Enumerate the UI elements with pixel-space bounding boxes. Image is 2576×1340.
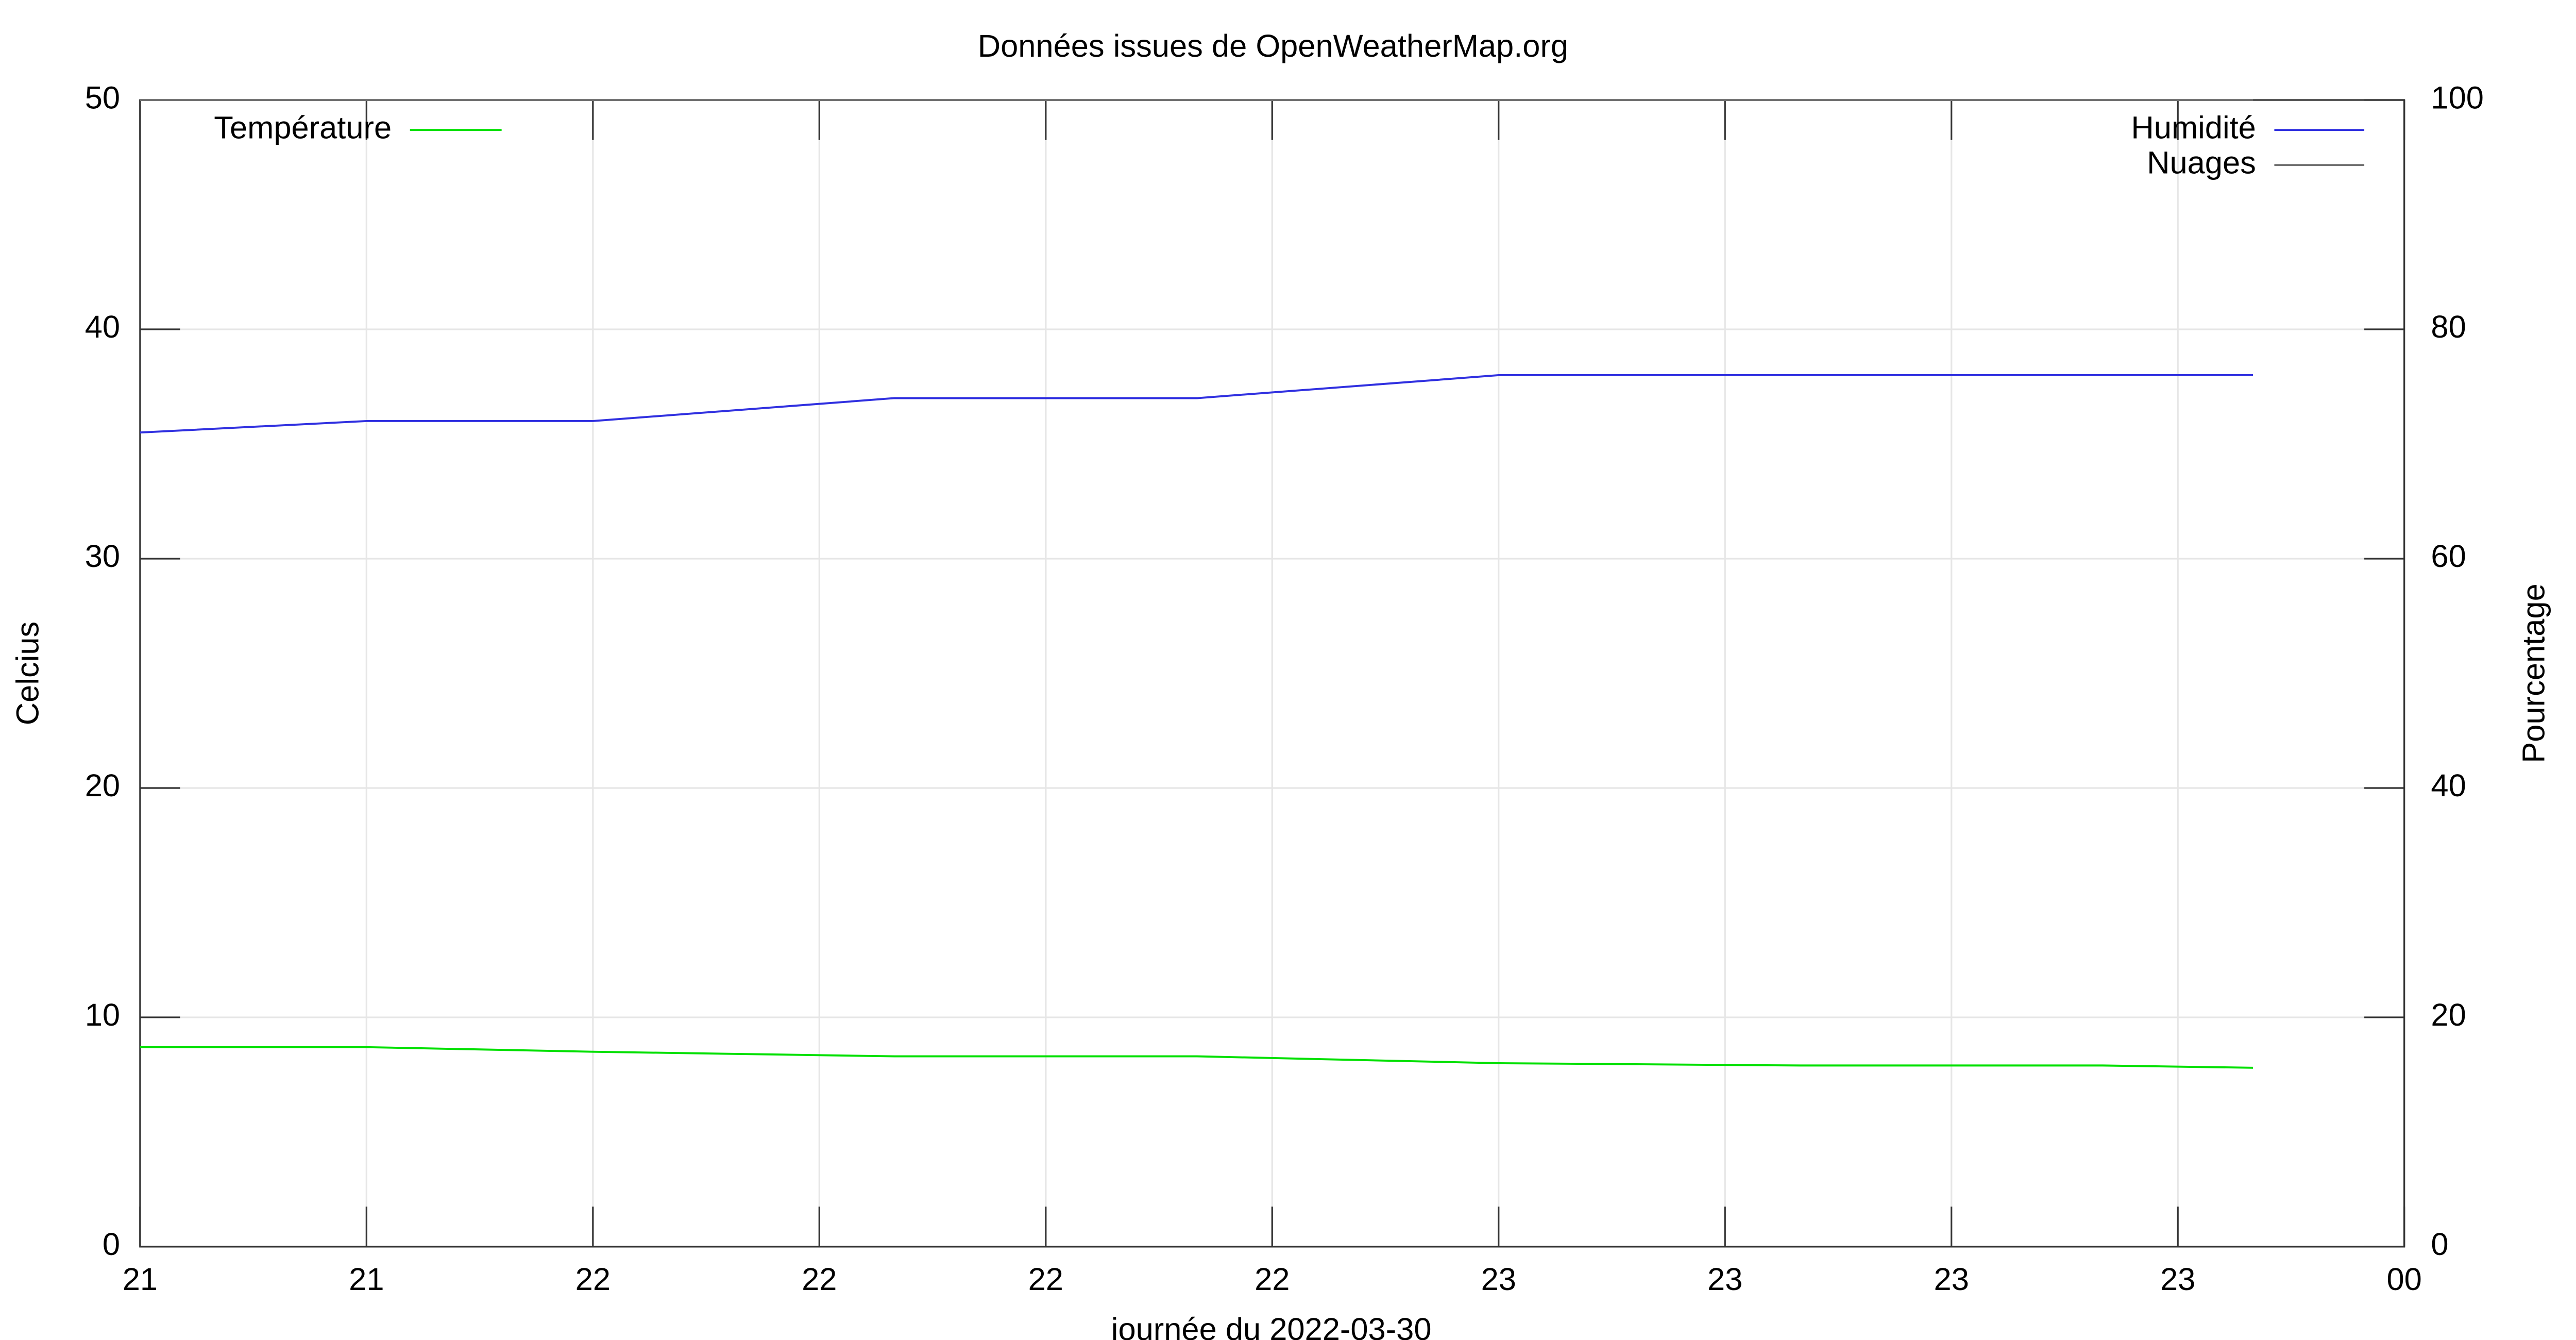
x-tick-label: 22 [1255,1262,1290,1297]
x-tick-label: 22 [802,1262,837,1297]
x-tick-label: 00 [2386,1262,2421,1297]
y2-tick-label: 0 [2431,1227,2448,1262]
y2-tick-label: 100 [2431,80,2484,115]
y-tick-label: 0 [103,1227,120,1262]
y2-tick-label: 20 [2431,997,2466,1033]
legend-label: Humidité [2131,110,2256,145]
y2-tick-label: 80 [2431,309,2466,345]
legend-label: Nuages [2147,145,2256,180]
line-series [140,374,2253,434]
x-tick-label: 23 [2160,1262,2195,1297]
y-axis-label: Celcius [10,622,46,725]
y2-axis-label: Pourcentage [2516,583,2551,763]
x-tick-label: 23 [1481,1262,1516,1297]
x-tick-label: 23 [1934,1262,1969,1297]
chart-title: Données issues de OpenWeatherMap.org [978,28,1568,64]
x-tick-label: 21 [123,1262,158,1297]
x-tick-label: 22 [1028,1262,1063,1297]
line-series [140,1046,2253,1069]
x-tick-label: 21 [349,1262,384,1297]
x-tick-label: 22 [575,1262,611,1297]
y-tick-label: 30 [85,539,120,574]
y-tick-label: 20 [85,768,120,803]
x-tick-label: 23 [1707,1262,1742,1297]
y-tick-label: 50 [85,80,120,115]
y-tick-label: 10 [85,997,120,1033]
y2-tick-label: 40 [2431,768,2466,803]
x-axis-label: journée du 2022-03-30 [1110,1312,1432,1340]
y-tick-label: 40 [85,309,120,345]
legend-label: Température [214,110,392,145]
y2-tick-label: 60 [2431,539,2466,574]
